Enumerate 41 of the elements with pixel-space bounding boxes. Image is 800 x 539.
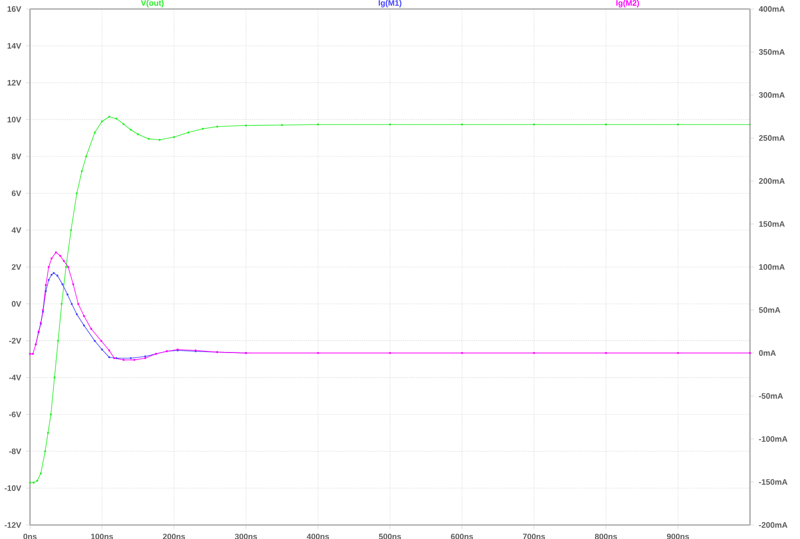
x-tick-label: 900ns — [666, 534, 690, 539]
y2-tick-label: -150mA — [759, 479, 788, 485]
y-tick-label: 10V — [8, 116, 22, 122]
y-tick-label: 8V — [12, 154, 22, 160]
y2-tick-label: 300mA — [758, 92, 785, 98]
y2-tick-label: 200mA — [758, 178, 785, 184]
y-tick-label: -4V — [9, 374, 22, 380]
y-tick-label: 0V — [12, 301, 22, 307]
y2-tick-label: 400mA — [758, 6, 785, 12]
x-tick-label: 600ns — [450, 534, 474, 539]
x-tick-label: 400ns — [306, 534, 330, 539]
y-tick-label: 6V — [12, 190, 22, 196]
y2-tick-label: 50mA — [758, 307, 780, 313]
text: V(out) — [140, 0, 164, 8]
y-tick-label: -6V — [9, 412, 22, 418]
text: Ig(M2) — [616, 0, 639, 8]
y2-tick-label: -50mA — [759, 393, 783, 399]
y-tick-label: 14V — [8, 43, 22, 49]
y-tick-label: -2V — [9, 338, 22, 344]
x-tick-label: 200ns — [162, 534, 186, 539]
y2-tick-label: -200mA — [759, 522, 788, 528]
y2-tick-label: 0mA — [759, 350, 776, 356]
x-tick-label: 800ns — [594, 534, 618, 539]
y2-tick-label: 350mA — [758, 49, 785, 55]
y2-tick-label: -100mA — [759, 436, 788, 442]
y-tick-label: -10V — [4, 485, 22, 491]
x-tick-label: 0ns — [23, 534, 37, 539]
x-tick-label: 500ns — [378, 534, 402, 539]
y-tick-label: 16V — [8, 6, 22, 12]
x-tick-label: 100ns — [91, 534, 114, 539]
x-tick-label: 300ns — [234, 534, 258, 539]
y2-tick-label: 250mA — [758, 135, 785, 141]
x-tick-label: 700ns — [522, 534, 546, 539]
y2-tick-label: 150mA — [759, 221, 785, 227]
y2-tick-label: 100mA — [759, 264, 785, 270]
text: Ig(M1) — [378, 0, 402, 8]
y-tick-label: -8V — [9, 448, 22, 454]
y-tick-label: 2V — [12, 264, 22, 270]
y-tick-label: 4V — [12, 227, 22, 233]
y-tick-label: 12V — [8, 80, 22, 86]
y-tick-label: -12V — [4, 522, 22, 528]
